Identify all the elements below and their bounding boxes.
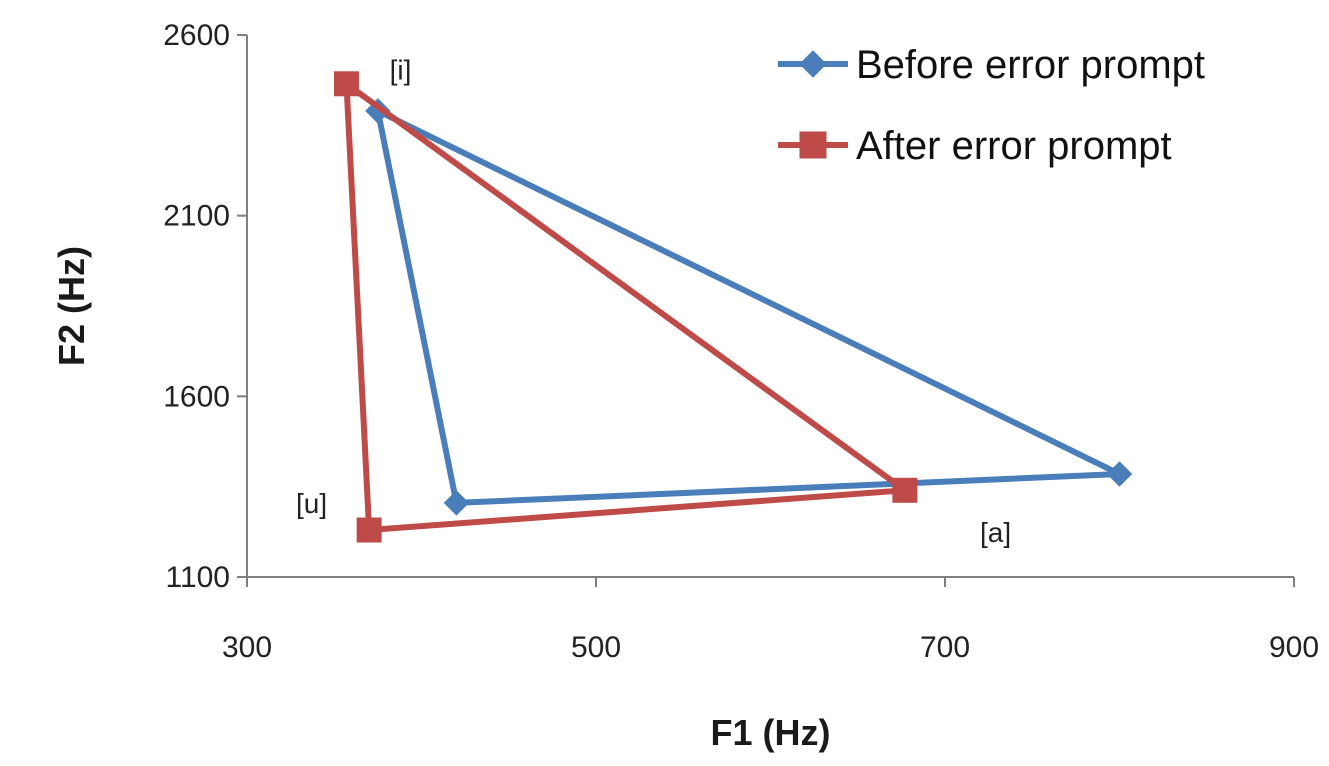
vowel-label: [i] — [390, 54, 412, 85]
data-point — [892, 477, 918, 503]
data-point — [1106, 461, 1133, 487]
y-tick-label: 1100 — [165, 561, 230, 594]
legend: Before error prompt After error prompt — [778, 43, 1205, 168]
series-line — [374, 107, 1123, 506]
data-point — [443, 490, 470, 516]
vowel-label: [a] — [980, 517, 1011, 548]
legend-marker — [799, 131, 827, 159]
x-tick-label: 900 — [1269, 631, 1319, 664]
tick-labels: 1100 1600 2100 2600 300 500 700 900 — [163, 19, 1319, 664]
series-before — [365, 98, 1133, 516]
legend-entry: After error prompt — [778, 124, 1172, 168]
series — [333, 71, 1133, 543]
y-tick-label: 2100 — [163, 200, 230, 233]
series-line — [343, 80, 908, 534]
legend-label: After error prompt — [856, 124, 1172, 168]
data-point — [333, 71, 359, 97]
x-tick-label: 500 — [571, 631, 621, 664]
vowel-annotations: [i] [u] [a] — [296, 54, 1011, 548]
y-tick-label: 1600 — [163, 380, 230, 413]
legend-label: Before error prompt — [856, 43, 1205, 87]
y-tick-label: 2600 — [163, 19, 230, 52]
y-axis-title: F2 (Hz) — [51, 246, 92, 366]
legend-entry: Before error prompt — [778, 43, 1205, 87]
data-point — [356, 517, 382, 543]
x-tick-label: 700 — [920, 631, 970, 664]
legend-marker — [799, 50, 827, 78]
x-tick-label: 300 — [222, 631, 272, 664]
series-after — [333, 71, 918, 543]
vowel-label: [u] — [296, 488, 327, 519]
axes — [237, 34, 1295, 587]
x-axis-title: F1 (Hz) — [711, 712, 831, 753]
